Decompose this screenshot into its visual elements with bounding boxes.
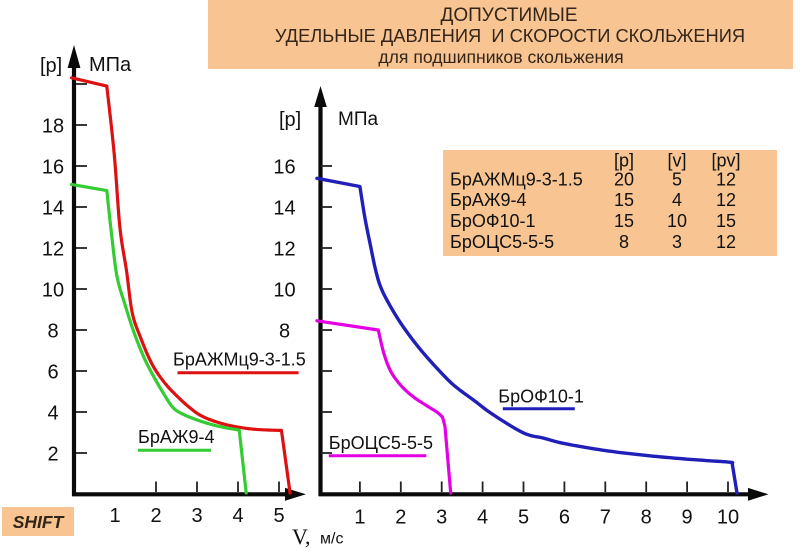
svg-text:10: 10 <box>273 280 295 302</box>
svg-text:[pv]: [pv] <box>711 151 740 171</box>
svg-text:12: 12 <box>716 190 736 210</box>
svg-text:[p]: [p] <box>40 55 62 77</box>
svg-text:10: 10 <box>667 211 687 231</box>
svg-text:6: 6 <box>559 507 570 529</box>
svg-text:6: 6 <box>47 362 58 384</box>
svg-text:16: 16 <box>42 157 64 179</box>
svg-text:3: 3 <box>436 507 447 529</box>
svg-text:10: 10 <box>42 280 64 302</box>
svg-text:4: 4 <box>232 505 243 527</box>
svg-text:[p]: [p] <box>614 151 634 171</box>
svg-text:15: 15 <box>614 190 634 210</box>
svg-text:ДОПУСТИМЫЕ: ДОПУСТИМЫЕ <box>440 5 577 26</box>
svg-text:БрОФ10-1: БрОФ10-1 <box>498 387 584 407</box>
svg-text:БрАЖМц9-3-1.5: БрАЖМц9-3-1.5 <box>173 350 306 370</box>
svg-text:15: 15 <box>614 211 634 231</box>
svg-text:МПа: МПа <box>89 54 132 76</box>
svg-text:8: 8 <box>47 321 58 343</box>
svg-text:8: 8 <box>619 232 629 252</box>
svg-text:БрАЖ9-4: БрАЖ9-4 <box>450 190 526 210</box>
svg-text:5: 5 <box>672 170 682 190</box>
svg-text:14: 14 <box>42 198 64 220</box>
svg-text:УДЕЛЬНЫЕ ДАВЛЕНИЯ И СКОРОСТИ: УДЕЛЬНЫЕ ДАВЛЕНИЯ И СКОРОСТИ СКОЛЬЖЕНИЯ <box>275 25 745 46</box>
svg-text:16: 16 <box>273 157 295 179</box>
svg-text:12: 12 <box>42 239 64 261</box>
svg-text:БрОЦС5-5-5: БрОЦС5-5-5 <box>329 433 433 453</box>
svg-text:м/с: м/с <box>320 531 343 548</box>
svg-text:V,: V, <box>292 524 311 549</box>
svg-text:7: 7 <box>600 507 611 529</box>
svg-text:18: 18 <box>42 116 64 138</box>
svg-text:8: 8 <box>279 321 290 343</box>
svg-text:SHIFT: SHIFT <box>13 512 65 532</box>
svg-text:2: 2 <box>395 507 406 529</box>
svg-text:БрАЖМц9-3-1.5: БрАЖМц9-3-1.5 <box>450 170 583 190</box>
svg-text:9: 9 <box>682 507 693 529</box>
svg-text:4: 4 <box>672 190 682 210</box>
svg-text:1: 1 <box>354 507 365 529</box>
svg-text:12: 12 <box>273 239 295 261</box>
svg-text:для подшипников скольжения: для подшипников скольжения <box>378 47 623 67</box>
svg-text:14: 14 <box>273 198 295 220</box>
svg-text:10: 10 <box>717 507 739 529</box>
svg-text:МПа: МПа <box>338 109 378 130</box>
svg-text:20: 20 <box>614 170 634 190</box>
svg-text:5: 5 <box>273 505 284 527</box>
svg-text:3: 3 <box>672 232 682 252</box>
svg-text:1: 1 <box>109 505 120 527</box>
svg-text:8: 8 <box>641 507 652 529</box>
svg-text:БрАЖ9-4: БрАЖ9-4 <box>138 427 214 447</box>
svg-text:[p]: [p] <box>279 109 301 131</box>
svg-text:3: 3 <box>191 505 202 527</box>
svg-text:4: 4 <box>477 507 488 529</box>
svg-text:12: 12 <box>716 170 736 190</box>
svg-text:[v]: [v] <box>667 151 686 171</box>
svg-text:4: 4 <box>47 403 58 425</box>
svg-text:БрОФ10-1: БрОФ10-1 <box>450 211 536 231</box>
svg-text:15: 15 <box>716 211 736 231</box>
svg-text:БрОЦС5-5-5: БрОЦС5-5-5 <box>450 232 554 252</box>
svg-text:5: 5 <box>518 507 529 529</box>
svg-text:2: 2 <box>47 444 58 466</box>
svg-text:2: 2 <box>150 505 161 527</box>
svg-text:12: 12 <box>716 232 736 252</box>
